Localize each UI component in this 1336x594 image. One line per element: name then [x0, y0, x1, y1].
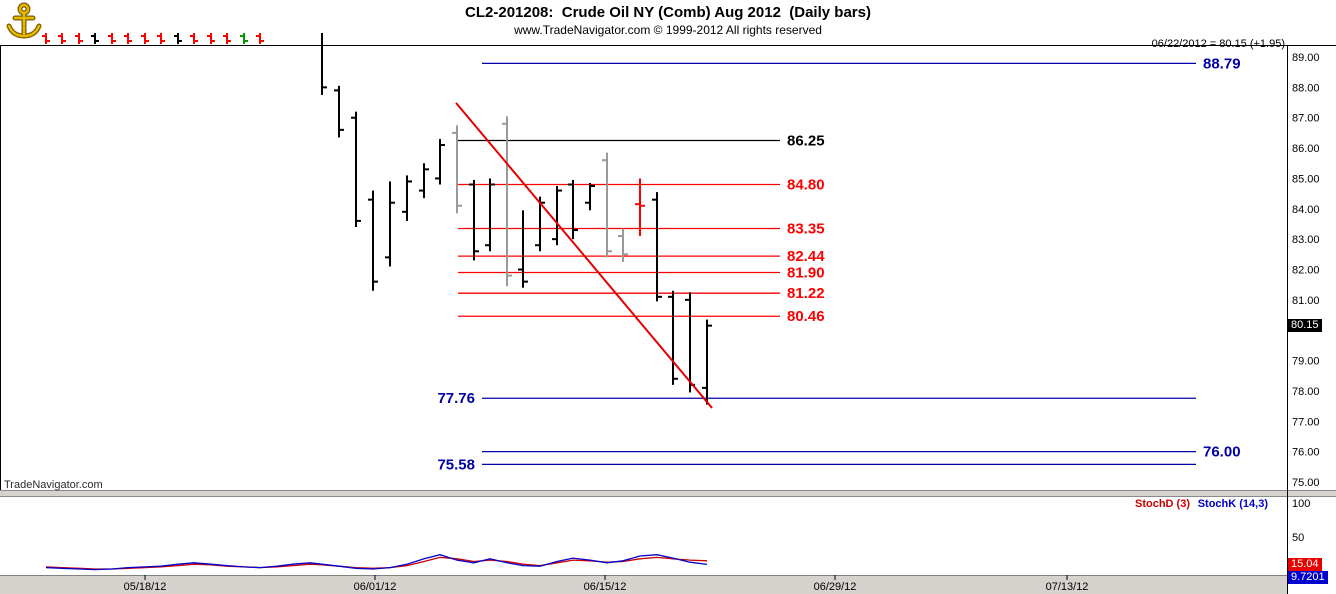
price-tick-89: 89.00 [1292, 52, 1320, 64]
level-label-82.44: 82.44 [787, 248, 825, 265]
price-tick-79: 79.00 [1292, 356, 1320, 368]
stochk-value-badge: 9.7201 [1288, 571, 1328, 584]
level-label-84.80: 84.80 [787, 176, 825, 193]
level-label-77.76: 77.76 [437, 390, 475, 407]
level-label-81.22: 81.22 [787, 285, 825, 302]
date-label: 06/29/12 [814, 581, 857, 593]
last-quote-readout: 06/22/2012 = 80.15 (+1.95) [1151, 38, 1285, 50]
price-tick-78: 78.00 [1292, 386, 1320, 398]
level-label-76.00: 76.00 [1203, 444, 1241, 461]
date-label: 05/18/12 [124, 581, 167, 593]
level-label-88.79: 88.79 [1203, 55, 1241, 72]
date-axis-band [0, 575, 1287, 594]
level-label-80.46: 80.46 [787, 308, 825, 325]
date-label: 06/15/12 [584, 581, 627, 593]
price-tick-88: 88.00 [1292, 82, 1320, 94]
price-tick-75: 75.00 [1292, 477, 1320, 489]
last-price-badge: 80.15 [1288, 319, 1322, 332]
level-label-81.90: 81.90 [787, 265, 825, 282]
price-tick-84: 84.00 [1292, 204, 1320, 216]
price-tick-77: 77.00 [1292, 416, 1320, 428]
stoch-tick-100: 100 [1292, 498, 1310, 510]
price-tick-86: 86.00 [1292, 143, 1320, 155]
chart-title: CL2-201208: Crude Oil NY (Comb) Aug 2012… [465, 4, 871, 21]
price-tick-85: 85.00 [1292, 173, 1320, 185]
level-label-83.35: 83.35 [787, 221, 825, 238]
stochd-indicator-label: StochD (3) [1135, 498, 1190, 510]
date-label: 07/13/12 [1046, 581, 1089, 593]
date-label: 06/01/12 [354, 581, 397, 593]
copyright-subtitle: www.TradeNavigator.com © 1999-2012 All r… [514, 23, 822, 37]
stochk-line [45, 554, 708, 571]
price-tick-82: 82.00 [1292, 264, 1320, 276]
anchor-icon [6, 2, 42, 39]
level-label-75.58: 75.58 [437, 456, 475, 473]
stochd-value-badge: 15.04 [1288, 558, 1322, 571]
watermark: TradeNavigator.com [4, 479, 103, 491]
stoch-tick-50: 50 [1292, 532, 1304, 544]
stochk-indicator-label: StochK (14,3) [1197, 498, 1268, 510]
price-tick-76: 76.00 [1292, 447, 1320, 459]
price-tick-87: 87.00 [1292, 113, 1320, 125]
panel-separator [0, 490, 1336, 496]
level-label-86.25: 86.25 [787, 132, 825, 149]
trendline [455, 102, 713, 409]
price-tick-83: 83.00 [1292, 234, 1320, 246]
price-tick-81: 81.00 [1292, 295, 1320, 307]
anchor-logo-icon [4, 1, 44, 48]
